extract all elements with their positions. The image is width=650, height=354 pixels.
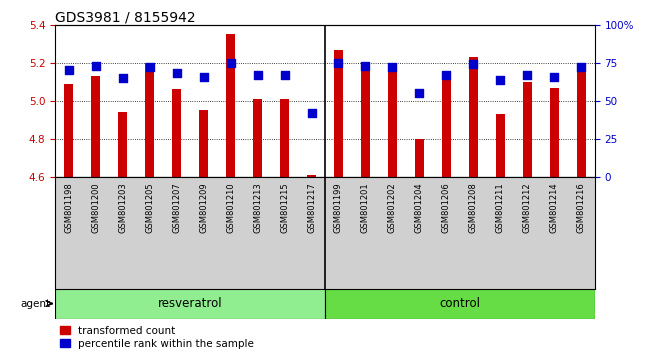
Bar bbox=[577, 65, 586, 177]
Text: GSM801206: GSM801206 bbox=[442, 183, 451, 233]
Bar bbox=[64, 84, 73, 177]
Text: GSM801199: GSM801199 bbox=[334, 183, 343, 233]
Text: GSM801203: GSM801203 bbox=[118, 183, 127, 233]
Point bbox=[118, 75, 128, 81]
Bar bbox=[91, 76, 101, 177]
Text: GSM801209: GSM801209 bbox=[199, 183, 208, 233]
Bar bbox=[280, 99, 289, 177]
Bar bbox=[253, 99, 263, 177]
Bar bbox=[55, 289, 325, 319]
Bar bbox=[199, 110, 209, 177]
Point bbox=[549, 74, 560, 79]
Point bbox=[64, 68, 74, 73]
Text: GSM801213: GSM801213 bbox=[253, 183, 262, 233]
Bar bbox=[361, 65, 370, 177]
Legend: transformed count, percentile rank within the sample: transformed count, percentile rank withi… bbox=[60, 326, 254, 349]
Text: GSM801214: GSM801214 bbox=[550, 183, 559, 233]
Text: resveratrol: resveratrol bbox=[158, 297, 222, 310]
Text: GSM801210: GSM801210 bbox=[226, 183, 235, 233]
Text: GSM801201: GSM801201 bbox=[361, 183, 370, 233]
Point bbox=[226, 60, 236, 66]
Bar bbox=[118, 112, 127, 177]
Bar bbox=[549, 87, 559, 177]
Text: GSM801212: GSM801212 bbox=[523, 183, 532, 233]
Point bbox=[387, 64, 398, 70]
Text: GSM801216: GSM801216 bbox=[577, 183, 586, 233]
Text: GSM801205: GSM801205 bbox=[145, 183, 154, 233]
Text: GSM801208: GSM801208 bbox=[469, 183, 478, 233]
Point bbox=[198, 74, 209, 79]
Text: agent: agent bbox=[21, 298, 51, 309]
Bar bbox=[523, 82, 532, 177]
Point bbox=[441, 72, 452, 78]
Text: GSM801202: GSM801202 bbox=[388, 183, 397, 233]
Bar bbox=[226, 34, 235, 177]
Point bbox=[280, 72, 290, 78]
Text: GSM801198: GSM801198 bbox=[64, 183, 73, 233]
Text: GSM801211: GSM801211 bbox=[496, 183, 505, 233]
Bar bbox=[325, 289, 595, 319]
Bar bbox=[172, 90, 181, 177]
Point bbox=[252, 72, 263, 78]
Text: GSM801204: GSM801204 bbox=[415, 183, 424, 233]
Bar bbox=[387, 63, 397, 177]
Bar bbox=[307, 175, 317, 177]
Point bbox=[522, 72, 532, 78]
Text: GSM801217: GSM801217 bbox=[307, 183, 316, 233]
Point bbox=[172, 71, 182, 76]
Point bbox=[90, 63, 101, 69]
Point bbox=[360, 63, 370, 69]
Bar bbox=[415, 139, 424, 177]
Text: control: control bbox=[439, 297, 480, 310]
Text: GSM801207: GSM801207 bbox=[172, 183, 181, 233]
Point bbox=[414, 90, 424, 96]
Text: GDS3981 / 8155942: GDS3981 / 8155942 bbox=[55, 11, 196, 25]
Bar bbox=[495, 114, 505, 177]
Text: GSM801200: GSM801200 bbox=[91, 183, 100, 233]
Point bbox=[576, 64, 586, 70]
Point bbox=[333, 60, 344, 66]
Point bbox=[306, 110, 317, 116]
Bar bbox=[469, 57, 478, 177]
Bar bbox=[333, 50, 343, 177]
Bar bbox=[145, 63, 155, 177]
Bar bbox=[441, 76, 451, 177]
Point bbox=[495, 77, 506, 82]
Point bbox=[468, 62, 478, 67]
Point bbox=[144, 64, 155, 70]
Text: GSM801215: GSM801215 bbox=[280, 183, 289, 233]
